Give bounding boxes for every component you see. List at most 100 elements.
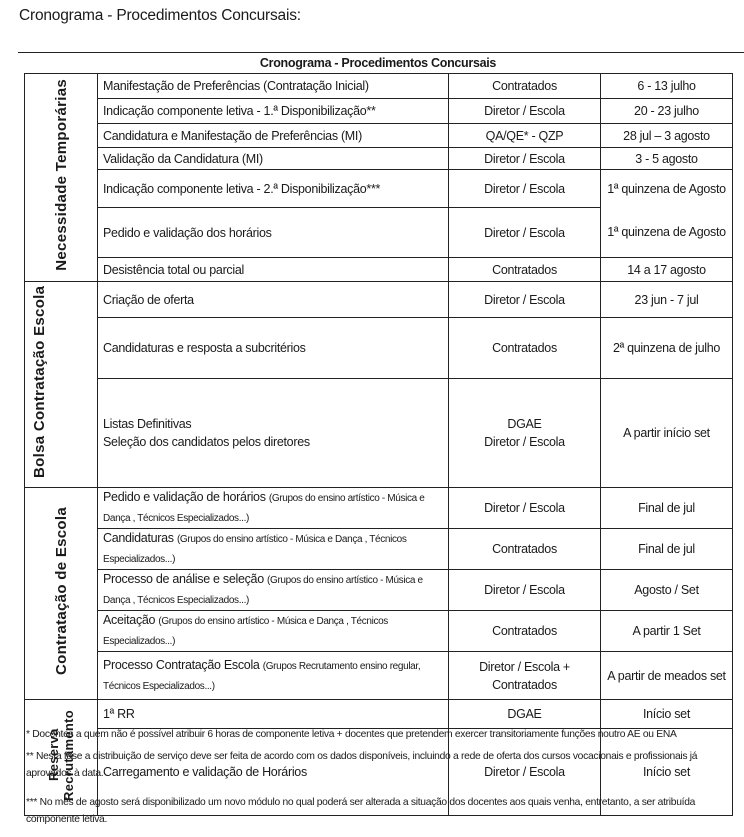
activity-note: (Grupos Recrutamento ensino regular, Téc… [103,660,421,692]
table-row: Listas Definitivas Seleção dos candidatos… [25,377,733,489]
date-cell: Final de jul [600,528,733,570]
date-text: Agosto / Set [634,583,699,597]
table-row: Candidaturas (Grupos do ensino artístico… [25,528,733,570]
table-row: Pedido e validação dos horários Diretor /… [25,207,733,258]
responsible-cell: Diretor / Escola + Contratados [448,651,601,700]
table-row: Contratação de Escola Pedido e validação … [24,487,733,700]
responsible-cell: Diretor / Escola [448,207,601,258]
table-row: Validação da Candidatura (MI) Diretor / E… [25,147,733,170]
group-label: Contratação de Escola [52,506,70,676]
responsible-cell: Diretor / Escola [448,487,601,529]
footnotes: * Docentes a quem não é possível atribui… [26,726,726,828]
date-cell: A partir de meados set [600,651,733,700]
divider [18,52,744,53]
responsible-cell: Diretor / Escola [448,147,601,170]
activity-cell: Processo Contratação Escola (Grupos Recr… [97,651,449,700]
date-text: A partir 1 Set [632,624,701,638]
activity-note: (Grupos do ensino artístico - Música e D… [103,575,423,606]
activity-text: 1ª RR [103,707,135,722]
responsible-text: QA/QE* - QZP [485,128,564,143]
table-row: Indicação componente letiva - 1.ª Dispon… [25,98,733,124]
date-cell: A partir início set [600,377,733,489]
activity-text: Candidaturas [103,531,174,545]
date-text: 1ª quinzena de Agosto [607,181,726,196]
activity-note: (Grupos do ensino artístico - Música e D… [103,493,425,524]
date-text: 23 jun - 7 jul [634,292,699,307]
date-text: 20 - 23 julho [634,104,699,118]
activity-cell: Candidaturas (Grupos do ensino artístico… [97,528,449,570]
responsible-text: Diretor / Escola [484,151,565,166]
table-row: Desistência total ou parcial Contratados 1… [25,257,733,282]
footnote-2: ** Nesta fase a distribuição de serviço … [26,751,698,779]
date-cell: Agosto / Set [600,569,733,611]
date-text: Final de jul [638,542,695,556]
date-cell: A partir 1 Set [600,610,733,652]
group-label: Bolsa Contratação Escola [31,285,48,479]
group-cell: Reserva Recrutamento [24,699,98,816]
date-text: A partir início set [623,425,710,440]
date-cell: 2ª quinzena de julho [600,317,733,379]
date-cell: 6 - 13 julho [600,73,733,99]
date-cell: 20 - 23 julho [600,98,733,124]
responsible-text-2: Diretor / Escola [484,434,565,449]
date-text: A partir de meados set [607,668,726,683]
date-cell: 23 jun - 7 jul [600,280,733,319]
responsible-cell: Diretor / Escola [448,169,601,208]
responsible-text: Diretor / Escola [484,181,565,196]
activity-note: (Grupos do ensino artístico - Música e D… [103,616,388,647]
activity-cell: Validação da Candidatura (MI) [97,147,449,170]
date-cell: Final de jul [600,487,733,529]
date-cell: 1ª quinzena de Agosto [600,207,733,258]
activity-cell: Candidaturas e resposta a subcritérios [97,317,449,379]
responsible-text: Contratados [492,624,557,638]
activity-text: Listas Definitivas [103,416,192,431]
activity-text: Pedido e validação dos horários [103,225,272,240]
table-row: Processo Contratação Escola (Grupos Recr… [25,651,733,700]
table-row: Necessidade Temporárias Manifestação de P… [24,73,733,282]
activity-text-2: Seleção dos candidatos pelos diretores [103,434,310,449]
footnote-1: * Docentes a quem não é possível atribui… [26,729,677,740]
table-row: Carregamento e validação de Horários Dire… [25,728,733,816]
activity-note: (Grupos do ensino artístico - Música e D… [103,534,407,565]
activity-text: Processo Contratação Escola [103,657,260,672]
responsible-cell: Contratados [448,257,601,282]
responsible-text: Diretor / Escola [484,765,565,780]
activity-text: Pedido e validação de horários [103,490,266,504]
date-text: 6 - 13 julho [637,79,696,93]
activity-text: Processo de análise e seleção [103,572,264,586]
date-text: Final de jul [638,501,695,515]
responsible-text: Contratados [492,79,557,93]
responsible-text: Diretor / Escola [484,583,565,597]
date-text: Início set [642,707,691,722]
activity-cell: Indicação componente letiva - 1.ª Dispon… [97,98,449,124]
footnote-3: *** No mês de agosto será disponibilizad… [26,797,696,825]
responsible-text: DGAE [507,416,542,431]
activity-text: Criação de oferta [103,292,194,307]
group-cell: Contratação de Escola [24,487,98,700]
activity-text: Candidatura e Manifestação de Preferênci… [103,128,362,143]
activity-cell: Pedido e validação dos horários [97,207,449,258]
date-cell: 1ª quinzena de Agosto [600,169,733,208]
activity-cell: Pedido e validação de horários (Grupos d… [97,487,449,529]
group-cell: Bolsa Contratação Escola [24,281,98,488]
activity-cell: Criação de oferta [97,280,449,319]
table-row: Aceitação (Grupos do ensino artístico - … [25,610,733,652]
activity-text: Indicação componente letiva - 2.ª Dispon… [103,181,381,196]
responsible-cell: Contratados [448,73,601,99]
responsible-cell: Contratados [448,610,601,652]
date-cell: Início set [600,698,733,730]
responsible-text: Diretor / Escola + Contratados [479,659,570,692]
responsible-cell: Diretor / Escola [448,98,601,124]
responsible-text: Diretor / Escola [484,292,565,307]
responsible-cell: DGAE [448,698,601,730]
group-cell: Necessidade Temporárias [24,73,98,282]
responsible-text: Diretor / Escola [484,501,565,515]
activity-cell: Processo de análise e seleção (Grupos do… [97,569,449,611]
activity-cell: Candidatura e Manifestação de Preferênci… [97,123,449,148]
responsible-text: Diretor / Escola [484,104,565,118]
date-text: 1ª quinzena de Agosto [607,225,726,240]
table-row: Bolsa Contratação Escola Criação de ofert… [24,280,733,488]
responsible-cell: Diretor / Escola [448,280,601,319]
date-cell: 14 a 17 agosto [600,257,733,282]
activity-cell: Manifestação de Preferências (Contrataçã… [97,73,449,99]
